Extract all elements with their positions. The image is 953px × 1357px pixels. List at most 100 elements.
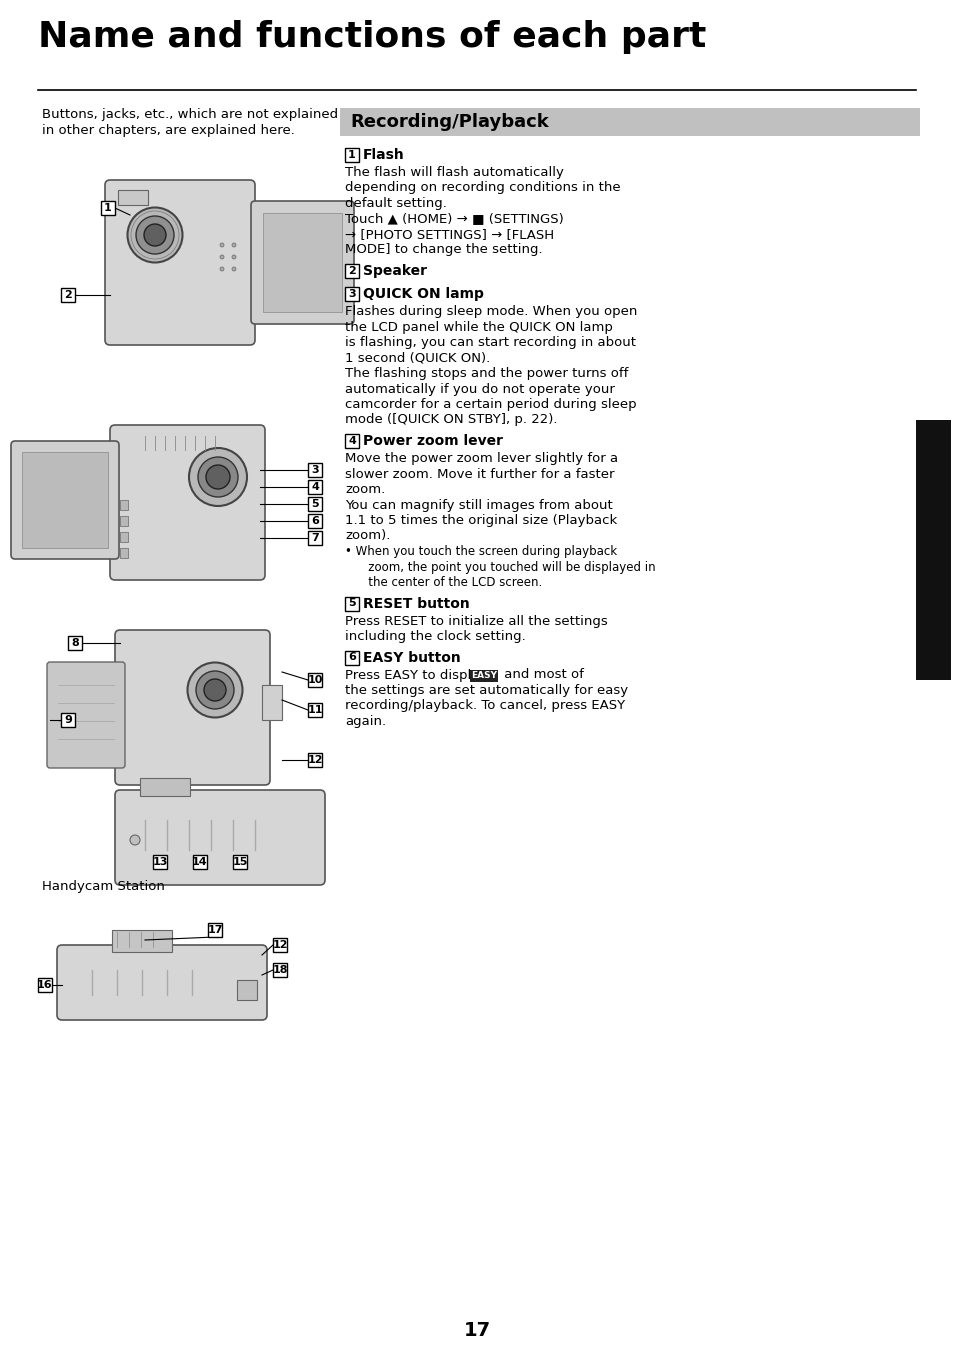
Text: again.: again. [345,715,386,727]
FancyBboxPatch shape [105,180,254,345]
Bar [120,516,128,527]
Text: 12: 12 [307,754,322,765]
FancyBboxPatch shape [110,425,265,579]
Text: zoom).: zoom). [345,529,390,543]
Text: camcorder for a certain period during sleep: camcorder for a certain period during sl… [345,398,636,411]
Text: 1.1 to 5 times the original size (Playback: 1.1 to 5 times the original size (Playba… [345,514,617,527]
Ellipse shape [232,267,235,271]
Text: Press EASY to display: Press EASY to display [345,669,491,681]
Bar [308,673,322,687]
Bar [233,855,247,868]
Text: QUICK ON lamp: QUICK ON lamp [363,286,483,301]
Ellipse shape [189,448,247,506]
Ellipse shape [206,465,230,489]
Text: automatically if you do not operate your: automatically if you do not operate your [345,383,615,395]
Bar [345,434,358,448]
FancyBboxPatch shape [251,201,354,324]
Bar [345,265,358,278]
Text: Move the power zoom lever slightly for a: Move the power zoom lever slightly for a [345,452,618,465]
Bar [120,548,128,558]
Bar [345,597,358,611]
Bar [118,190,148,205]
Text: 5: 5 [348,598,355,608]
Bar [345,286,358,301]
Ellipse shape [188,662,242,718]
Bar [208,923,222,936]
Text: Speaker: Speaker [363,265,427,278]
Text: slower zoom. Move it further for a faster: slower zoom. Move it further for a faste… [345,468,614,480]
Text: 7: 7 [311,533,318,543]
Ellipse shape [128,208,182,262]
Ellipse shape [130,835,140,845]
Text: recording/playback. To cancel, press EASY: recording/playback. To cancel, press EAS… [345,699,624,712]
Text: zoom, the point you touched will be displayed in: zoom, the point you touched will be disp… [356,560,655,574]
Bar [68,636,82,650]
Bar [152,855,167,868]
Text: Buttons, jacks, etc., which are not explained: Buttons, jacks, etc., which are not expl… [42,109,337,121]
Text: 8: 8 [71,638,79,649]
Text: mode ([QUICK ON STBY], p. 22).: mode ([QUICK ON STBY], p. 22). [345,414,557,426]
Ellipse shape [220,267,224,271]
FancyBboxPatch shape [115,630,270,784]
Ellipse shape [204,678,226,702]
Text: The flash will flash automatically: The flash will flash automatically [345,166,563,179]
Text: EASY button: EASY button [363,650,460,665]
Text: 2: 2 [348,266,355,275]
FancyBboxPatch shape [47,662,125,768]
Text: default setting.: default setting. [345,197,446,210]
Text: 11: 11 [307,706,322,715]
Text: Recording/Playback: Recording/Playback [926,484,939,615]
Bar [120,532,128,541]
Text: You can magnify still images from about: You can magnify still images from about [345,498,612,512]
Ellipse shape [136,216,173,254]
Bar [140,778,190,797]
Bar [345,650,358,665]
Text: 2: 2 [64,290,71,300]
Text: Flashes during sleep mode. When you open: Flashes during sleep mode. When you open [345,305,637,318]
Text: 15: 15 [233,858,248,867]
Text: and most of: and most of [500,669,583,681]
Bar [308,497,322,512]
Ellipse shape [220,243,224,247]
Text: RESET button: RESET button [363,597,469,611]
FancyBboxPatch shape [57,944,267,1020]
Ellipse shape [144,224,166,246]
Text: Flash: Flash [363,148,404,161]
Text: the center of the LCD screen.: the center of the LCD screen. [356,575,541,589]
Text: 1: 1 [348,151,355,160]
Text: 1: 1 [104,204,112,213]
Bar [236,980,256,1000]
Text: EASY: EASY [471,670,497,680]
FancyBboxPatch shape [115,790,325,885]
Ellipse shape [232,255,235,259]
Bar [273,963,287,977]
Text: in other chapters, are explained here.: in other chapters, are explained here. [42,123,294,137]
Text: 10: 10 [307,674,322,685]
Text: 6: 6 [311,516,318,527]
Bar [61,288,75,303]
Bar [101,201,115,214]
Text: zoom.: zoom. [345,483,385,497]
Text: 12: 12 [272,940,288,950]
Ellipse shape [232,243,235,247]
Bar [263,213,341,312]
Text: Recording/Playback: Recording/Playback [350,113,548,132]
Ellipse shape [195,670,233,708]
Text: 17: 17 [207,925,222,935]
Text: 18: 18 [272,965,288,974]
Text: including the clock setting.: including the clock setting. [345,630,525,643]
Text: Press RESET to initialize all the settings: Press RESET to initialize all the settin… [345,615,607,627]
Bar [308,480,322,494]
Text: 4: 4 [311,482,318,493]
Text: 5: 5 [311,499,318,509]
Bar [470,669,497,681]
Text: 13: 13 [152,858,168,867]
Text: • When you touch the screen during playback: • When you touch the screen during playb… [345,546,617,558]
Bar [308,463,322,478]
Text: 17: 17 [463,1320,490,1339]
Text: 1 second (QUICK ON).: 1 second (QUICK ON). [345,351,490,365]
Text: → [PHOTO SETTINGS] → [FLASH: → [PHOTO SETTINGS] → [FLASH [345,228,554,242]
Text: 14: 14 [192,858,208,867]
Text: 3: 3 [311,465,318,475]
Text: 3: 3 [348,289,355,299]
